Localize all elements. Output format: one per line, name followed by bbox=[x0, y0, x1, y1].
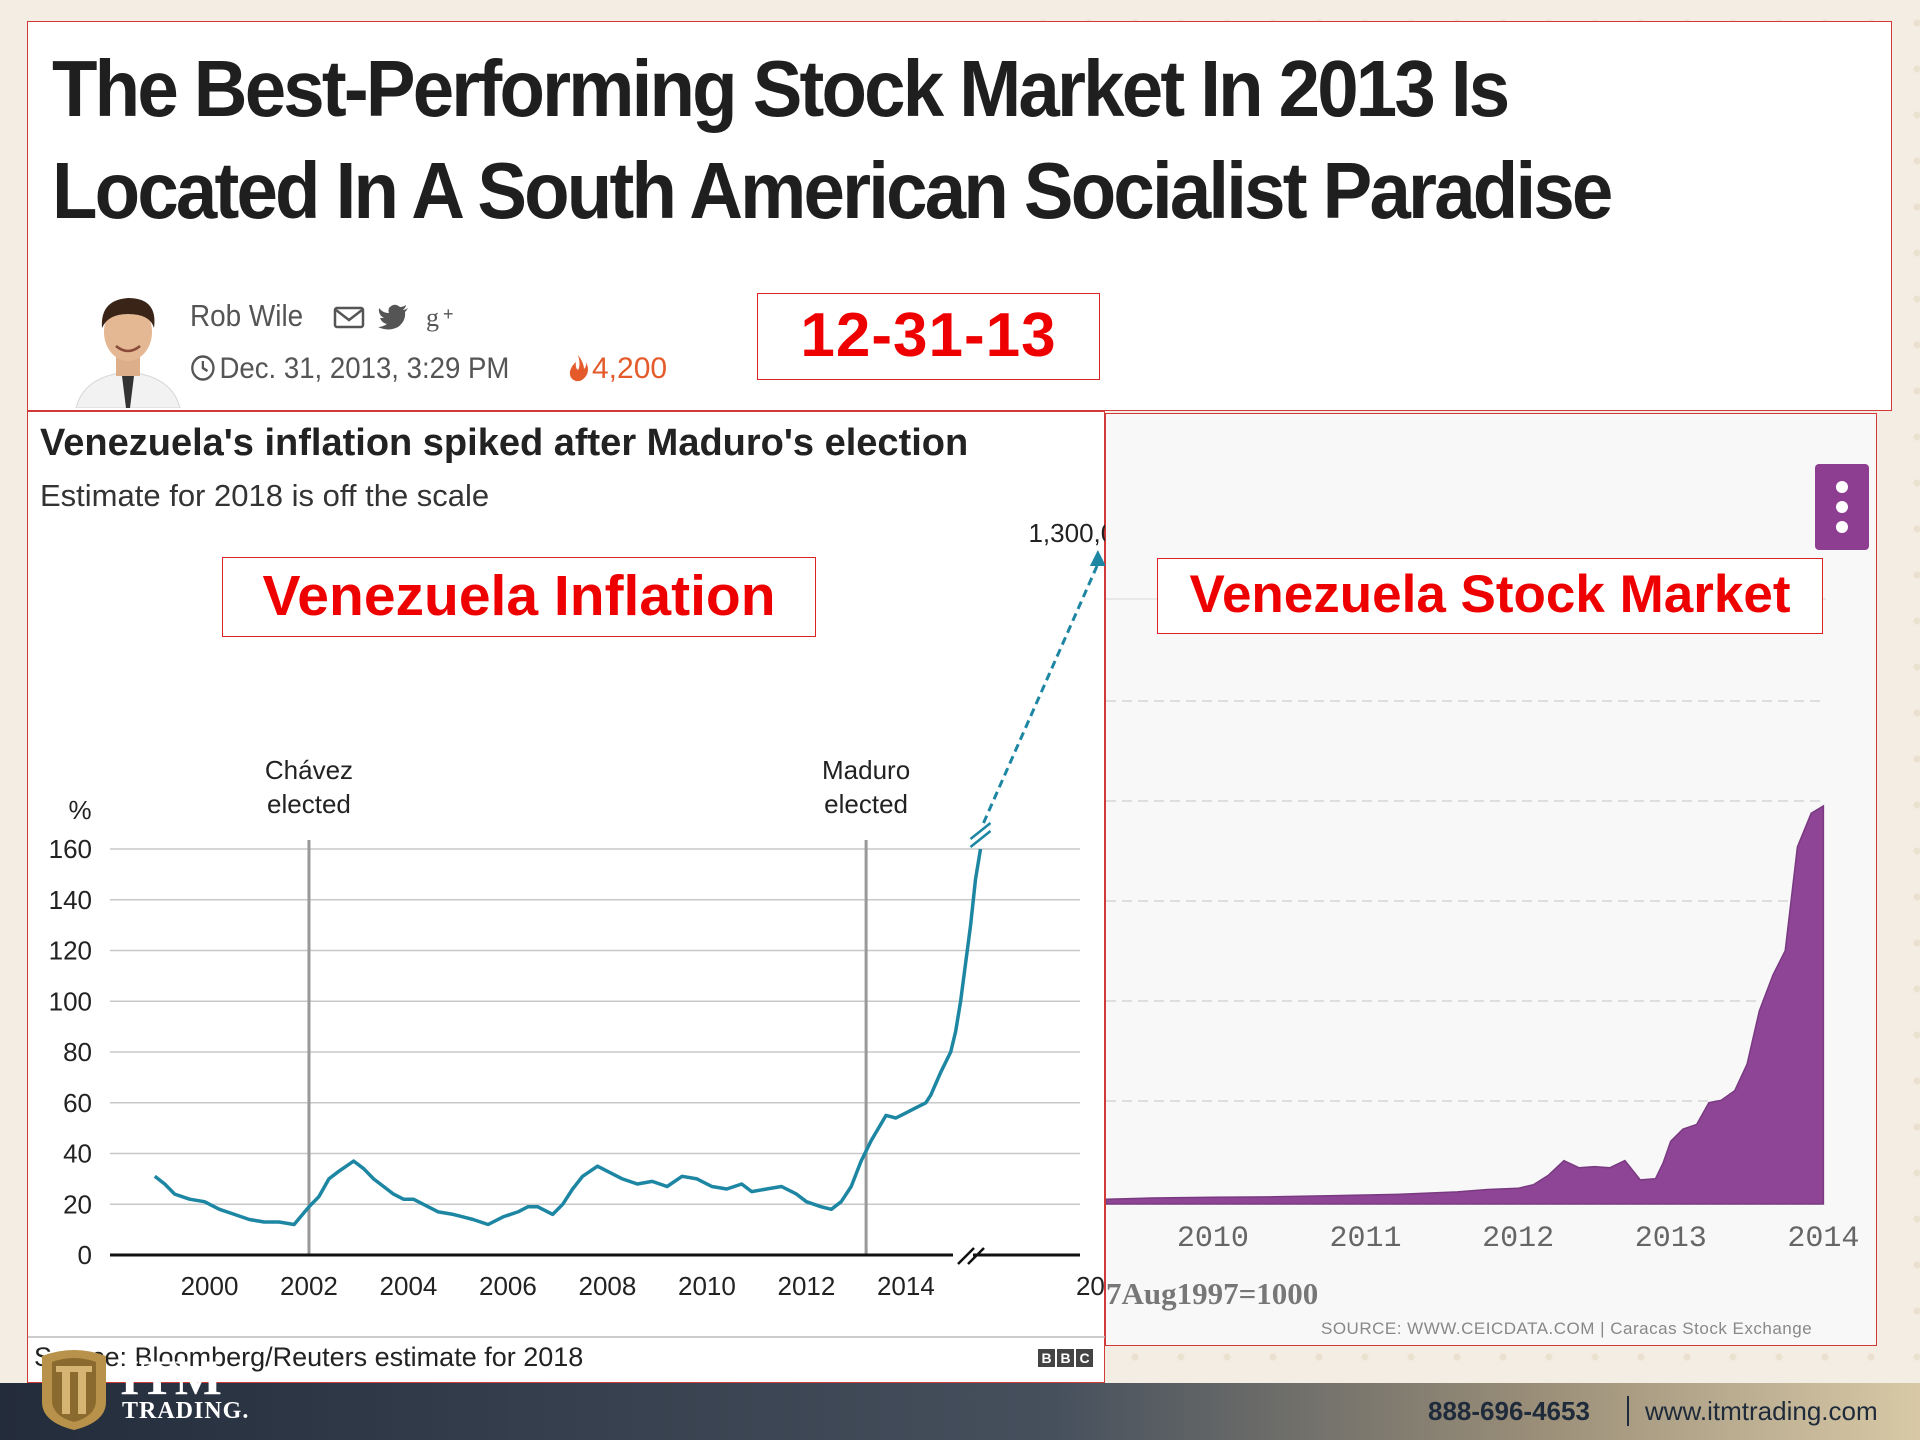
x-tick-label: 2010 bbox=[1177, 1222, 1249, 1256]
publish-time-text: Dec. 31, 2013, 3:29 PM bbox=[219, 352, 510, 385]
y-tick-label: 160 bbox=[49, 834, 92, 864]
y-tick-label: 0 bbox=[78, 1240, 92, 1270]
footer-phone[interactable]: 888-696-4653 bbox=[1428, 1396, 1590, 1426]
x-tick-label: 2012 bbox=[1482, 1222, 1554, 1256]
estimate-arrow-head bbox=[1089, 550, 1106, 566]
inflation-chart-source: Source: Bloomberg/Reuters estimate for 2… bbox=[34, 1342, 584, 1372]
event-label: Maduro bbox=[822, 755, 910, 785]
x-tick-label: 2002 bbox=[280, 1271, 338, 1301]
itm-logo-text: ITM bbox=[120, 1349, 223, 1405]
stock-chart-panel: 2010 2011 2012 2013 2014 Venezuela Stock Mar… bbox=[1105, 413, 1877, 1346]
svg-text:g: g bbox=[426, 303, 439, 332]
y-axis-label: % bbox=[68, 795, 91, 825]
y-tick-label: 40 bbox=[63, 1139, 92, 1169]
inflation-chart-subtitle: Estimate for 2018 is off the scale bbox=[40, 478, 490, 513]
inflation-series-line bbox=[153, 848, 983, 1227]
twitter-icon[interactable] bbox=[378, 302, 410, 332]
date-stamp: 12-31-13 bbox=[757, 293, 1100, 380]
bbc-logo-letter: B bbox=[1038, 1349, 1055, 1367]
itm-logo-subtext: TRADING. bbox=[122, 1398, 250, 1424]
y-tick-label: 80 bbox=[63, 1037, 92, 1067]
axis-break-mark bbox=[957, 1247, 985, 1265]
stock-area-series bbox=[1106, 804, 1825, 1205]
stock-base-label: 7Aug1997=1000 bbox=[1106, 1276, 1319, 1311]
footer-url[interactable]: www.itmtrading.com bbox=[1645, 1396, 1878, 1426]
x-tick-label: 2013 bbox=[1635, 1222, 1707, 1256]
inflation-chart: 0 20 40 60 80 100 120 140 160% 2000 2002 2004 2006 20… bbox=[28, 518, 1106, 1338]
x-tick-label: 2014 bbox=[877, 1271, 935, 1301]
inflation-chart-panel: 0 20 40 60 80 100 120 140 160% 2000 2002 2004 2006 20… bbox=[27, 411, 1106, 1383]
itm-logo-icon bbox=[42, 1350, 106, 1430]
event-label: Chávez bbox=[265, 755, 353, 785]
flame-icon bbox=[569, 355, 588, 382]
publish-time: Dec. 31, 2013, 3:29 PM bbox=[190, 352, 509, 386]
y-tick-label: 20 bbox=[63, 1189, 92, 1219]
x-tick-label: 2004 bbox=[380, 1271, 438, 1301]
stock-chart: 2010 2011 2012 2013 2014 bbox=[1106, 598, 1859, 1256]
inflation-chart-title: Venezuela's inflation spiked after Madur… bbox=[40, 422, 969, 464]
inflation-overlay-label: Venezuela Inflation bbox=[222, 557, 816, 637]
series-break-mark bbox=[969, 822, 992, 848]
bbc-logo-letter: C bbox=[1076, 1349, 1093, 1367]
view-count: 4,200 bbox=[568, 352, 667, 386]
menu-dot-icon bbox=[1836, 501, 1848, 513]
x-tick-label: 2006 bbox=[479, 1271, 537, 1301]
event-label: elected bbox=[824, 789, 908, 819]
y-tick-label: 100 bbox=[49, 986, 92, 1016]
footer-bar bbox=[0, 1383, 1920, 1440]
y-tick-label: 60 bbox=[63, 1088, 92, 1118]
chart-menu-button[interactable] bbox=[1815, 464, 1869, 550]
y-tick-label: 140 bbox=[49, 885, 92, 915]
author-avatar bbox=[66, 290, 191, 408]
menu-dot-icon bbox=[1836, 521, 1848, 533]
estimate-label: 1,300,000% bbox=[1028, 518, 1106, 548]
x-tick-label: 2010 bbox=[678, 1271, 736, 1301]
x-tick-label: 2018 bbox=[1076, 1271, 1106, 1301]
stock-overlay-label: Venezuela Stock Market bbox=[1157, 558, 1823, 634]
article-header: The Best-Performing Stock Market In 2013… bbox=[27, 21, 1892, 411]
view-count-text: 4,200 bbox=[592, 352, 668, 385]
menu-dot-icon bbox=[1836, 481, 1848, 493]
mail-icon[interactable] bbox=[333, 302, 365, 332]
google-plus-icon[interactable]: g + bbox=[426, 302, 460, 332]
x-tick-label: 2012 bbox=[777, 1271, 835, 1301]
clock-icon bbox=[191, 355, 215, 381]
article-headline: The Best-Performing Stock Market In 2013… bbox=[52, 44, 1613, 235]
x-tick-label: 2000 bbox=[181, 1271, 239, 1301]
footer-divider bbox=[1627, 1396, 1629, 1426]
stock-chart-source: SOURCE: WWW.CEICDATA.COM | Caracas Stock… bbox=[1321, 1319, 1813, 1338]
svg-text:+: + bbox=[443, 304, 454, 324]
author-name[interactable]: Rob Wile bbox=[190, 298, 304, 333]
estimate-arrow-line bbox=[982, 563, 1100, 824]
y-tick-label: 120 bbox=[49, 936, 92, 966]
x-tick-label: 2011 bbox=[1329, 1222, 1401, 1256]
x-tick-label: 2014 bbox=[1787, 1222, 1859, 1256]
bbc-logo-letter: B bbox=[1057, 1349, 1074, 1367]
x-tick-label: 2008 bbox=[579, 1271, 637, 1301]
event-label: elected bbox=[267, 789, 351, 819]
